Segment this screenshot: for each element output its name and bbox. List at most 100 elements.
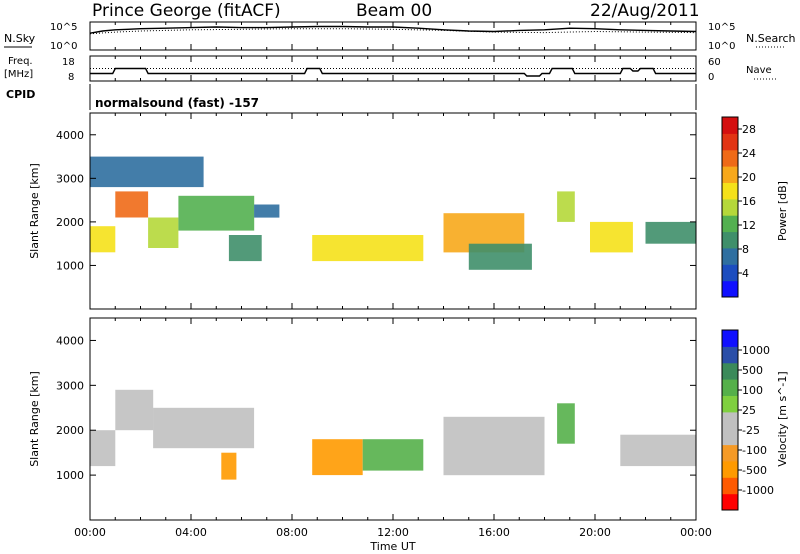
date-title: 22/Aug/2011 [590,1,700,21]
velocity-ylabel: Slant Range [km] [28,371,41,467]
heatmap-region [557,403,575,444]
series-line-n-sky [89,25,697,34]
colorbar-swatch [722,231,738,249]
colorbar-swatch [722,149,738,167]
freq-label-line2: [MHz] [4,69,33,80]
heatmap-region [153,407,255,449]
heatmap-region [645,221,696,244]
heatmap-region [557,191,575,222]
freq-ytick-bottom: 8 [68,72,74,83]
colorbar-tick-label: 12 [742,219,756,232]
colorbar-swatch [722,379,738,396]
colorbar-tick-label: 28 [742,123,756,136]
freq-ytick-top: 18 [62,57,75,68]
colorbar-swatch [722,395,738,413]
velocity-y-axis: 1000 2000 3000 4000 [56,334,696,482]
y-tick-label: 3000 [56,172,84,185]
colorbar-swatch [722,362,738,380]
nsky-ytick-bottom: 10^0 [50,41,77,52]
power-ylabel: Slant Range [km] [28,163,41,259]
colorbar-swatch [722,477,738,495]
nsearch-ytick-bottom: 10^0 [708,41,735,52]
y-tick-label: 4000 [56,129,84,142]
heatmap-region [468,243,532,270]
y-tick-label: 1000 [56,259,84,272]
colorbar-swatch [722,264,738,282]
freq-label-line1: Freq. [8,56,33,67]
nsky-ytick-top: 10^5 [50,22,77,33]
freq-series-group [90,67,696,77]
colorbar-swatch [722,460,738,478]
colorbar-tick-label: -1000 [742,484,774,497]
xlabel-time-ut: Time UT [369,540,415,553]
cpid-label: CPID [6,88,35,101]
x-tick-label: 20:00 [579,526,611,539]
colorbar-tick-label: -500 [742,464,767,477]
colorbar-swatch [722,166,738,183]
colorbar-tick-label: 16 [742,195,756,208]
heatmap-region [90,226,116,253]
colorbar-swatch [722,117,738,134]
heatmap-region [443,416,545,476]
power-heatmap-cells [90,156,696,270]
colorbar-tick-label: 500 [742,364,763,377]
heatmap-region [90,156,204,188]
x-tick-label: 12:00 [377,526,409,539]
colorbar-swatch [722,428,738,446]
power-colorbar-label: Power [dB] [776,181,789,241]
colorbar-swatch [722,444,738,462]
station-title: Prince George (fitACF) [92,1,281,21]
colorbar-tick-label: 4 [742,267,749,280]
heatmap-region [362,439,424,471]
heatmap-region [90,430,116,467]
colorbar-swatch [722,247,738,265]
y-tick-label: 4000 [56,334,84,347]
y-tick-label: 3000 [56,379,84,392]
colorbar-tick-label: -25 [742,424,760,437]
colorbar-tick-label: 24 [742,147,756,160]
colorbar-swatch [722,133,738,151]
colorbar-swatch [722,182,738,200]
colorbar-frame [721,329,739,511]
nsearch-label: N.Search [746,32,796,45]
time-x-axis: 00:00 04:00 08:00 12:00 16:00 20:00 00:00 [74,22,712,539]
colorbar-tick-label: -100 [742,444,767,457]
heatmap-region [115,389,154,431]
colorbar-tick-label: 25 [742,404,756,417]
heatmap-region [620,434,697,467]
series-line-freq [90,67,696,77]
velocity-heatmap-cells [90,389,697,480]
colorbar-tick-label: 100 [742,384,763,397]
x-tick-label: 16:00 [478,526,510,539]
heatmap-region [221,452,237,480]
nsky-series-group [89,25,697,35]
velocity-colorbar-label: Velocity [m s^-1] [776,371,789,466]
colorbar-swatch [722,346,738,364]
nsearch-ytick-top: 10^5 [708,22,735,33]
heatmap-region [312,235,424,262]
beam-title: Beam 00 [356,1,432,21]
series-line-n-search [89,28,697,35]
y-tick-label: 2000 [56,424,84,437]
colorbar-tick-label: 1000 [742,344,770,357]
colorbar-frame [721,116,739,298]
x-tick-label: 00:00 [680,526,712,539]
x-tick-label: 00:00 [74,526,106,539]
colorbar-swatch [722,280,738,298]
heatmap-region [590,221,633,253]
colorbar-tick-label: 20 [742,171,756,184]
colorbar-swatch [722,411,738,429]
heatmap-region [178,195,255,231]
heatmap-region [115,191,149,218]
cpid-value: normalsound (fast) -157 [95,96,259,110]
colorbar-swatch [722,330,738,347]
x-tick-label: 08:00 [276,526,308,539]
heatmap-region [148,217,179,248]
power-y-axis: 1000 2000 3000 4000 [56,129,696,272]
nsky-label: N.Sky [4,32,36,45]
heatmap-region [254,204,280,218]
colorbar-swatch [722,215,738,233]
y-tick-label: 2000 [56,216,84,229]
heatmap-region [312,439,363,476]
